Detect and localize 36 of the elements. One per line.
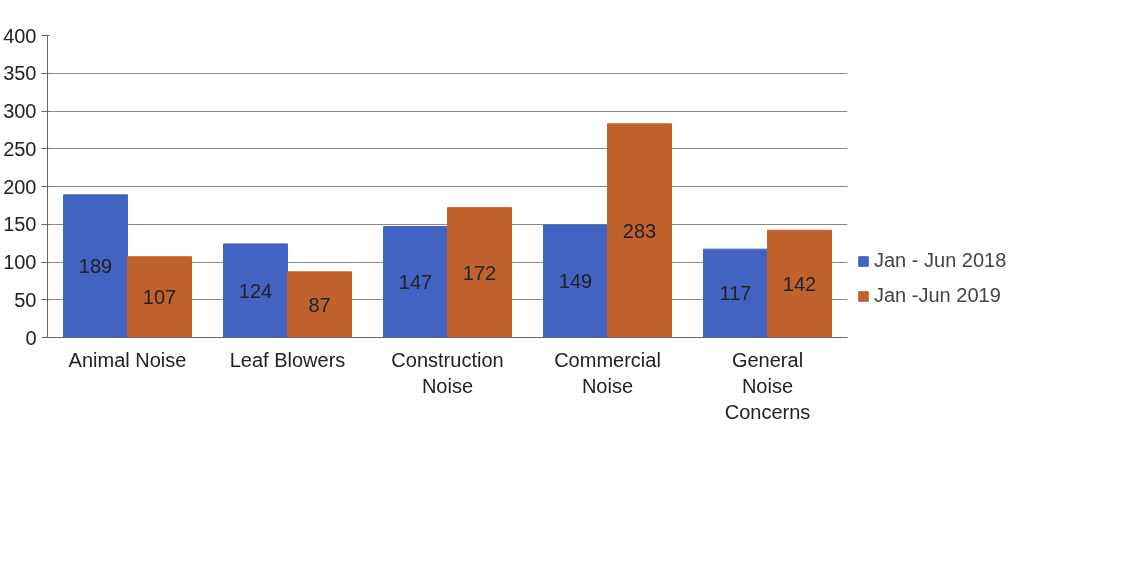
y-tick-label: 150 bbox=[3, 213, 37, 236]
data-label: 107 bbox=[142, 286, 177, 309]
y-tick-label: 250 bbox=[3, 137, 37, 160]
y-tick-label: 200 bbox=[3, 175, 37, 198]
x-tick-label: Leaf Blowers bbox=[229, 348, 346, 371]
bar bbox=[447, 207, 512, 338]
y-tick-label: 400 bbox=[3, 24, 37, 47]
y-tick-label: 50 bbox=[14, 288, 37, 311]
y-tick-label: 350 bbox=[3, 62, 37, 85]
bar bbox=[287, 271, 352, 338]
bar bbox=[223, 243, 288, 338]
legend-label: Jan -Jun 2019 bbox=[874, 284, 1001, 307]
bar bbox=[703, 248, 768, 338]
y-tick-label: 100 bbox=[3, 251, 37, 273]
bar bbox=[543, 224, 608, 338]
bar bbox=[127, 256, 192, 338]
x-tick-label: Construction Noise bbox=[391, 348, 504, 397]
data-label: 172 bbox=[462, 261, 497, 284]
data-label: 149 bbox=[558, 270, 593, 293]
bar bbox=[607, 123, 672, 338]
data-label: 117 bbox=[719, 282, 752, 305]
data-label: 124 bbox=[238, 279, 273, 302]
x-tick-label: Animal Noise bbox=[68, 348, 187, 371]
x-tick-label: General Noise Concerns bbox=[724, 348, 811, 424]
data-label: 189 bbox=[78, 255, 113, 278]
y-tick-label: 0 bbox=[25, 326, 37, 349]
x-tick-label: Commercial Noise bbox=[554, 348, 661, 397]
legend-label: Jan - Jun 2018 bbox=[874, 249, 1007, 272]
bar bbox=[767, 229, 832, 338]
y-tick-label: 300 bbox=[3, 100, 37, 122]
data-label: 142 bbox=[782, 272, 817, 295]
data-label: 87 bbox=[308, 293, 331, 316]
bar bbox=[63, 194, 128, 338]
data-label: 283 bbox=[622, 219, 657, 242]
bar bbox=[383, 226, 448, 338]
data-label: 147 bbox=[398, 271, 433, 294]
